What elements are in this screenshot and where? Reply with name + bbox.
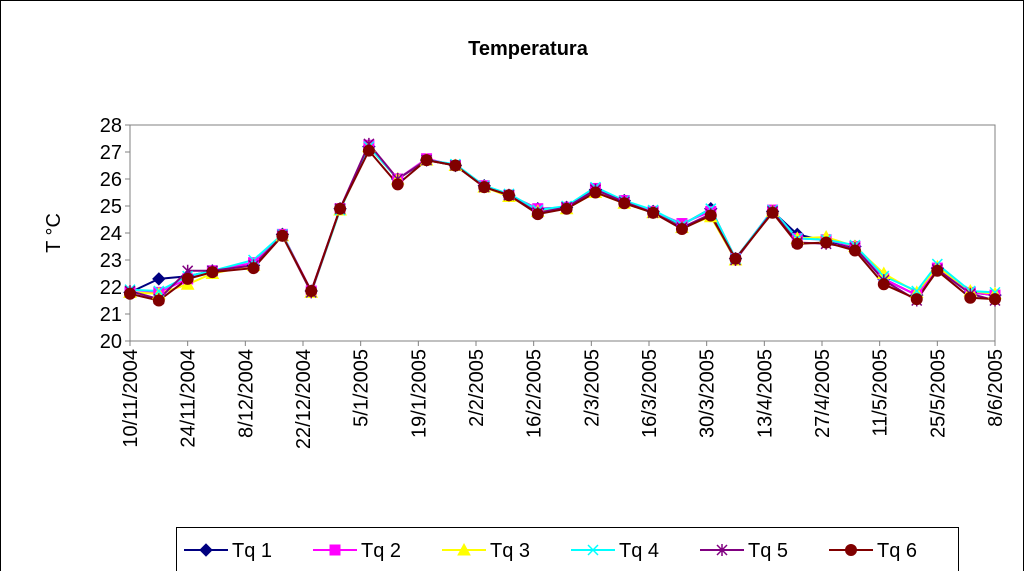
y-tick-label: 21 xyxy=(100,304,122,326)
legend-label: Tq 4 xyxy=(619,540,659,562)
marker xyxy=(964,291,977,304)
marker xyxy=(391,178,404,191)
x-tick-label: 22/12/2004 xyxy=(293,349,315,449)
marker xyxy=(845,544,857,556)
marker xyxy=(589,186,602,199)
x-tick-label: 24/11/2004 xyxy=(178,349,200,448)
marker xyxy=(989,293,1001,306)
x-tick-label: 2/3/2005 xyxy=(581,349,603,427)
legend-label: Tq 1 xyxy=(232,540,272,562)
x-tick-label: 16/2/2005 xyxy=(524,349,546,438)
marker xyxy=(729,252,742,265)
marker xyxy=(457,542,471,556)
x-tick-label: 13/4/2005 xyxy=(754,349,776,438)
y-tick-label: 22 xyxy=(100,277,122,299)
legend-label: Tq 6 xyxy=(877,540,917,562)
x-tick-label: 11/5/2005 xyxy=(870,349,892,437)
marker xyxy=(362,144,375,157)
marker xyxy=(791,237,804,250)
marker xyxy=(704,209,717,222)
x-tick-label: 10/11/2004 xyxy=(120,349,142,448)
marker xyxy=(647,206,660,219)
chart-title: Temperatura xyxy=(468,38,589,60)
marker xyxy=(329,544,341,556)
marker xyxy=(305,285,318,298)
legend-box xyxy=(176,527,959,571)
marker xyxy=(766,206,779,219)
y-axis-label: T °C xyxy=(43,213,65,253)
marker xyxy=(675,222,688,235)
marker xyxy=(587,544,599,556)
marker xyxy=(478,181,491,194)
marker xyxy=(276,229,289,242)
y-tick-label: 23 xyxy=(100,250,122,272)
marker xyxy=(199,543,213,557)
marker xyxy=(931,264,944,277)
marker xyxy=(152,294,165,307)
marker xyxy=(716,544,728,556)
marker xyxy=(877,278,890,291)
marker xyxy=(153,285,165,297)
legend-label: Tq 5 xyxy=(748,540,788,562)
x-tick-label: 19/1/2005 xyxy=(408,349,430,438)
marker xyxy=(910,293,923,306)
marker xyxy=(502,189,515,202)
x-tick-label: 30/3/2005 xyxy=(697,349,719,438)
marker xyxy=(848,244,861,257)
y-tick-label: 26 xyxy=(100,169,122,191)
x-tick-label: 8/6/2005 xyxy=(985,349,1007,427)
x-tick-label: 5/1/2005 xyxy=(351,349,373,427)
x-tick-label: 27/4/2005 xyxy=(812,349,834,438)
x-tick-label: 25/5/2005 xyxy=(927,349,949,438)
y-tick-label: 20 xyxy=(100,331,122,353)
marker xyxy=(206,266,219,279)
x-tick-label: 2/2/2005 xyxy=(466,349,488,427)
legend-label: Tq 2 xyxy=(361,540,401,562)
marker xyxy=(124,287,136,300)
plot-area xyxy=(129,124,996,342)
y-tick-label: 24 xyxy=(100,223,122,245)
marker xyxy=(152,272,166,286)
y-tick-label: 28 xyxy=(100,115,122,137)
marker xyxy=(820,236,833,249)
marker xyxy=(560,202,573,215)
marker xyxy=(618,197,631,210)
legend-label: Tq 3 xyxy=(490,540,530,562)
x-tick-label: 8/12/2004 xyxy=(235,349,257,438)
marker xyxy=(334,202,347,215)
marker xyxy=(181,272,194,285)
x-tick-label: 16/3/2005 xyxy=(639,349,661,438)
marker xyxy=(420,154,433,167)
y-tick-label: 27 xyxy=(100,142,122,164)
y-tick-label: 25 xyxy=(100,196,122,218)
marker xyxy=(531,208,544,221)
marker xyxy=(247,262,260,275)
marker xyxy=(449,159,462,172)
